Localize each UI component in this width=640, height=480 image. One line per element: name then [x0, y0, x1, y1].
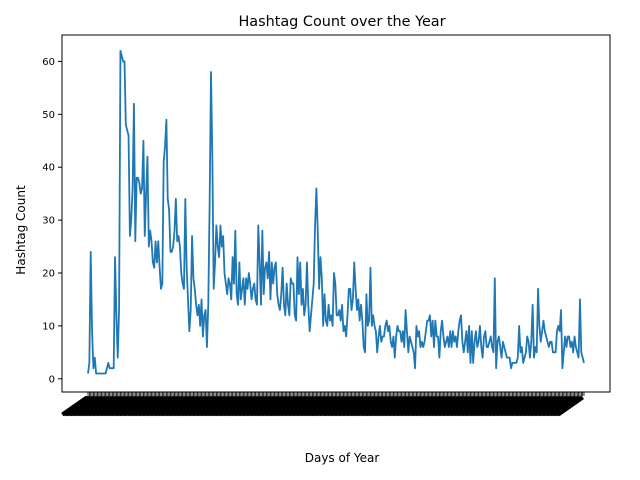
- y-axis-title: Hashtag Count: [14, 185, 28, 275]
- y-tick-label: 60: [42, 57, 55, 68]
- y-tick-label: 40: [42, 163, 55, 174]
- x-axis-ticks: [61, 392, 585, 417]
- x-axis-title: Days of Year: [305, 451, 380, 465]
- chart-title: Hashtag Count over the Year: [238, 14, 445, 30]
- y-tick-label: 20: [42, 269, 55, 280]
- y-axis-ticks: 0 10 20 30 40 50 60: [42, 57, 62, 385]
- y-tick-label: 10: [42, 321, 55, 332]
- y-tick-label: 0: [49, 374, 55, 385]
- x-tick-label-mark: [557, 395, 584, 417]
- plot-area: [61, 34, 611, 393]
- y-tick-label: 50: [42, 110, 55, 121]
- series-line: [87, 49, 585, 375]
- y-tick-label: 30: [42, 216, 55, 227]
- axes-frame: [61, 34, 611, 393]
